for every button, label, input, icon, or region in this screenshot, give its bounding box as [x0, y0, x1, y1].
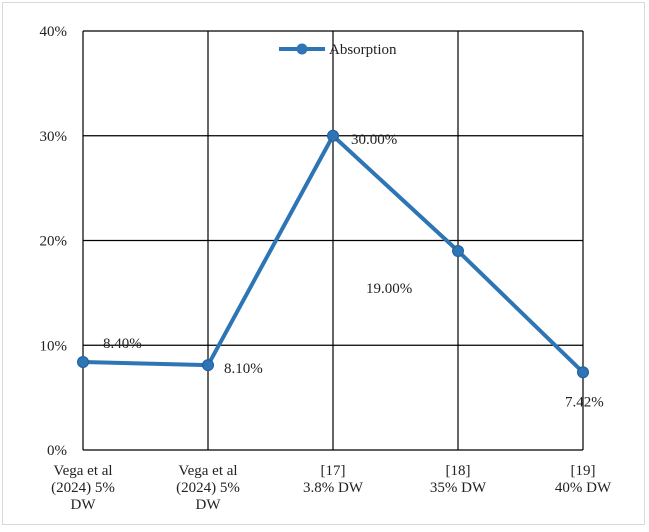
series-layer [77, 129, 589, 379]
data-label: 8.10% [224, 361, 263, 377]
data-label: 19.00% [366, 281, 412, 297]
y-tick-label: 10% [40, 338, 68, 354]
y-tick-label: 0% [47, 443, 67, 459]
x-tick-label: Vega et al (2024) 5% DW [176, 463, 240, 513]
data-point [327, 129, 339, 142]
x-tick-label: [17] 3.8% DW [303, 463, 364, 496]
x-axis-tick-labels: Vega et al (2024) 5% DW Vega et al (2024) 5%… [51, 463, 612, 513]
legend: Absorption [279, 42, 397, 58]
chart-frame: 0% 10% 20% 30% 40% Vega et al (2024) 5% DW Vega… [2, 2, 645, 525]
data-point [577, 366, 589, 379]
data-label: 8.40% [103, 336, 142, 352]
data-labels-layer: 8.40% 8.10% 30.00% 19.00% 7.42% [103, 132, 604, 411]
data-label: 7.42% [565, 394, 604, 410]
y-axis-tick-labels: 0% 10% 20% 30% 40% [40, 24, 68, 459]
data-point [452, 244, 464, 257]
y-tick-label: 20% [40, 234, 68, 250]
data-label: 30.00% [351, 132, 397, 148]
legend-point-marker [296, 43, 308, 55]
x-tick-label: Vega et al (2024) 5% DW [51, 463, 115, 513]
data-point [77, 356, 89, 369]
y-tick-label: 40% [40, 24, 68, 40]
legend-label-absorption: Absorption [329, 42, 397, 58]
x-tick-label: [19] 40% DW [555, 463, 612, 496]
y-tick-label: 30% [40, 129, 68, 145]
grid-layer [82, 30, 584, 451]
x-tick-label: [18] 35% DW [430, 463, 487, 496]
absorption-line-chart: 0%10%20%30%40% Vega et al (2024) 5% DWVega… [40, 24, 612, 513]
data-point [202, 359, 214, 372]
